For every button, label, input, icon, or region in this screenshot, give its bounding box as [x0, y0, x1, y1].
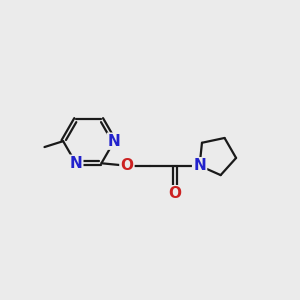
Text: O: O [120, 158, 134, 173]
Text: N: N [193, 158, 206, 173]
Text: O: O [169, 186, 182, 201]
Text: N: N [70, 156, 82, 171]
Text: N: N [193, 158, 206, 173]
Text: N: N [108, 134, 121, 149]
